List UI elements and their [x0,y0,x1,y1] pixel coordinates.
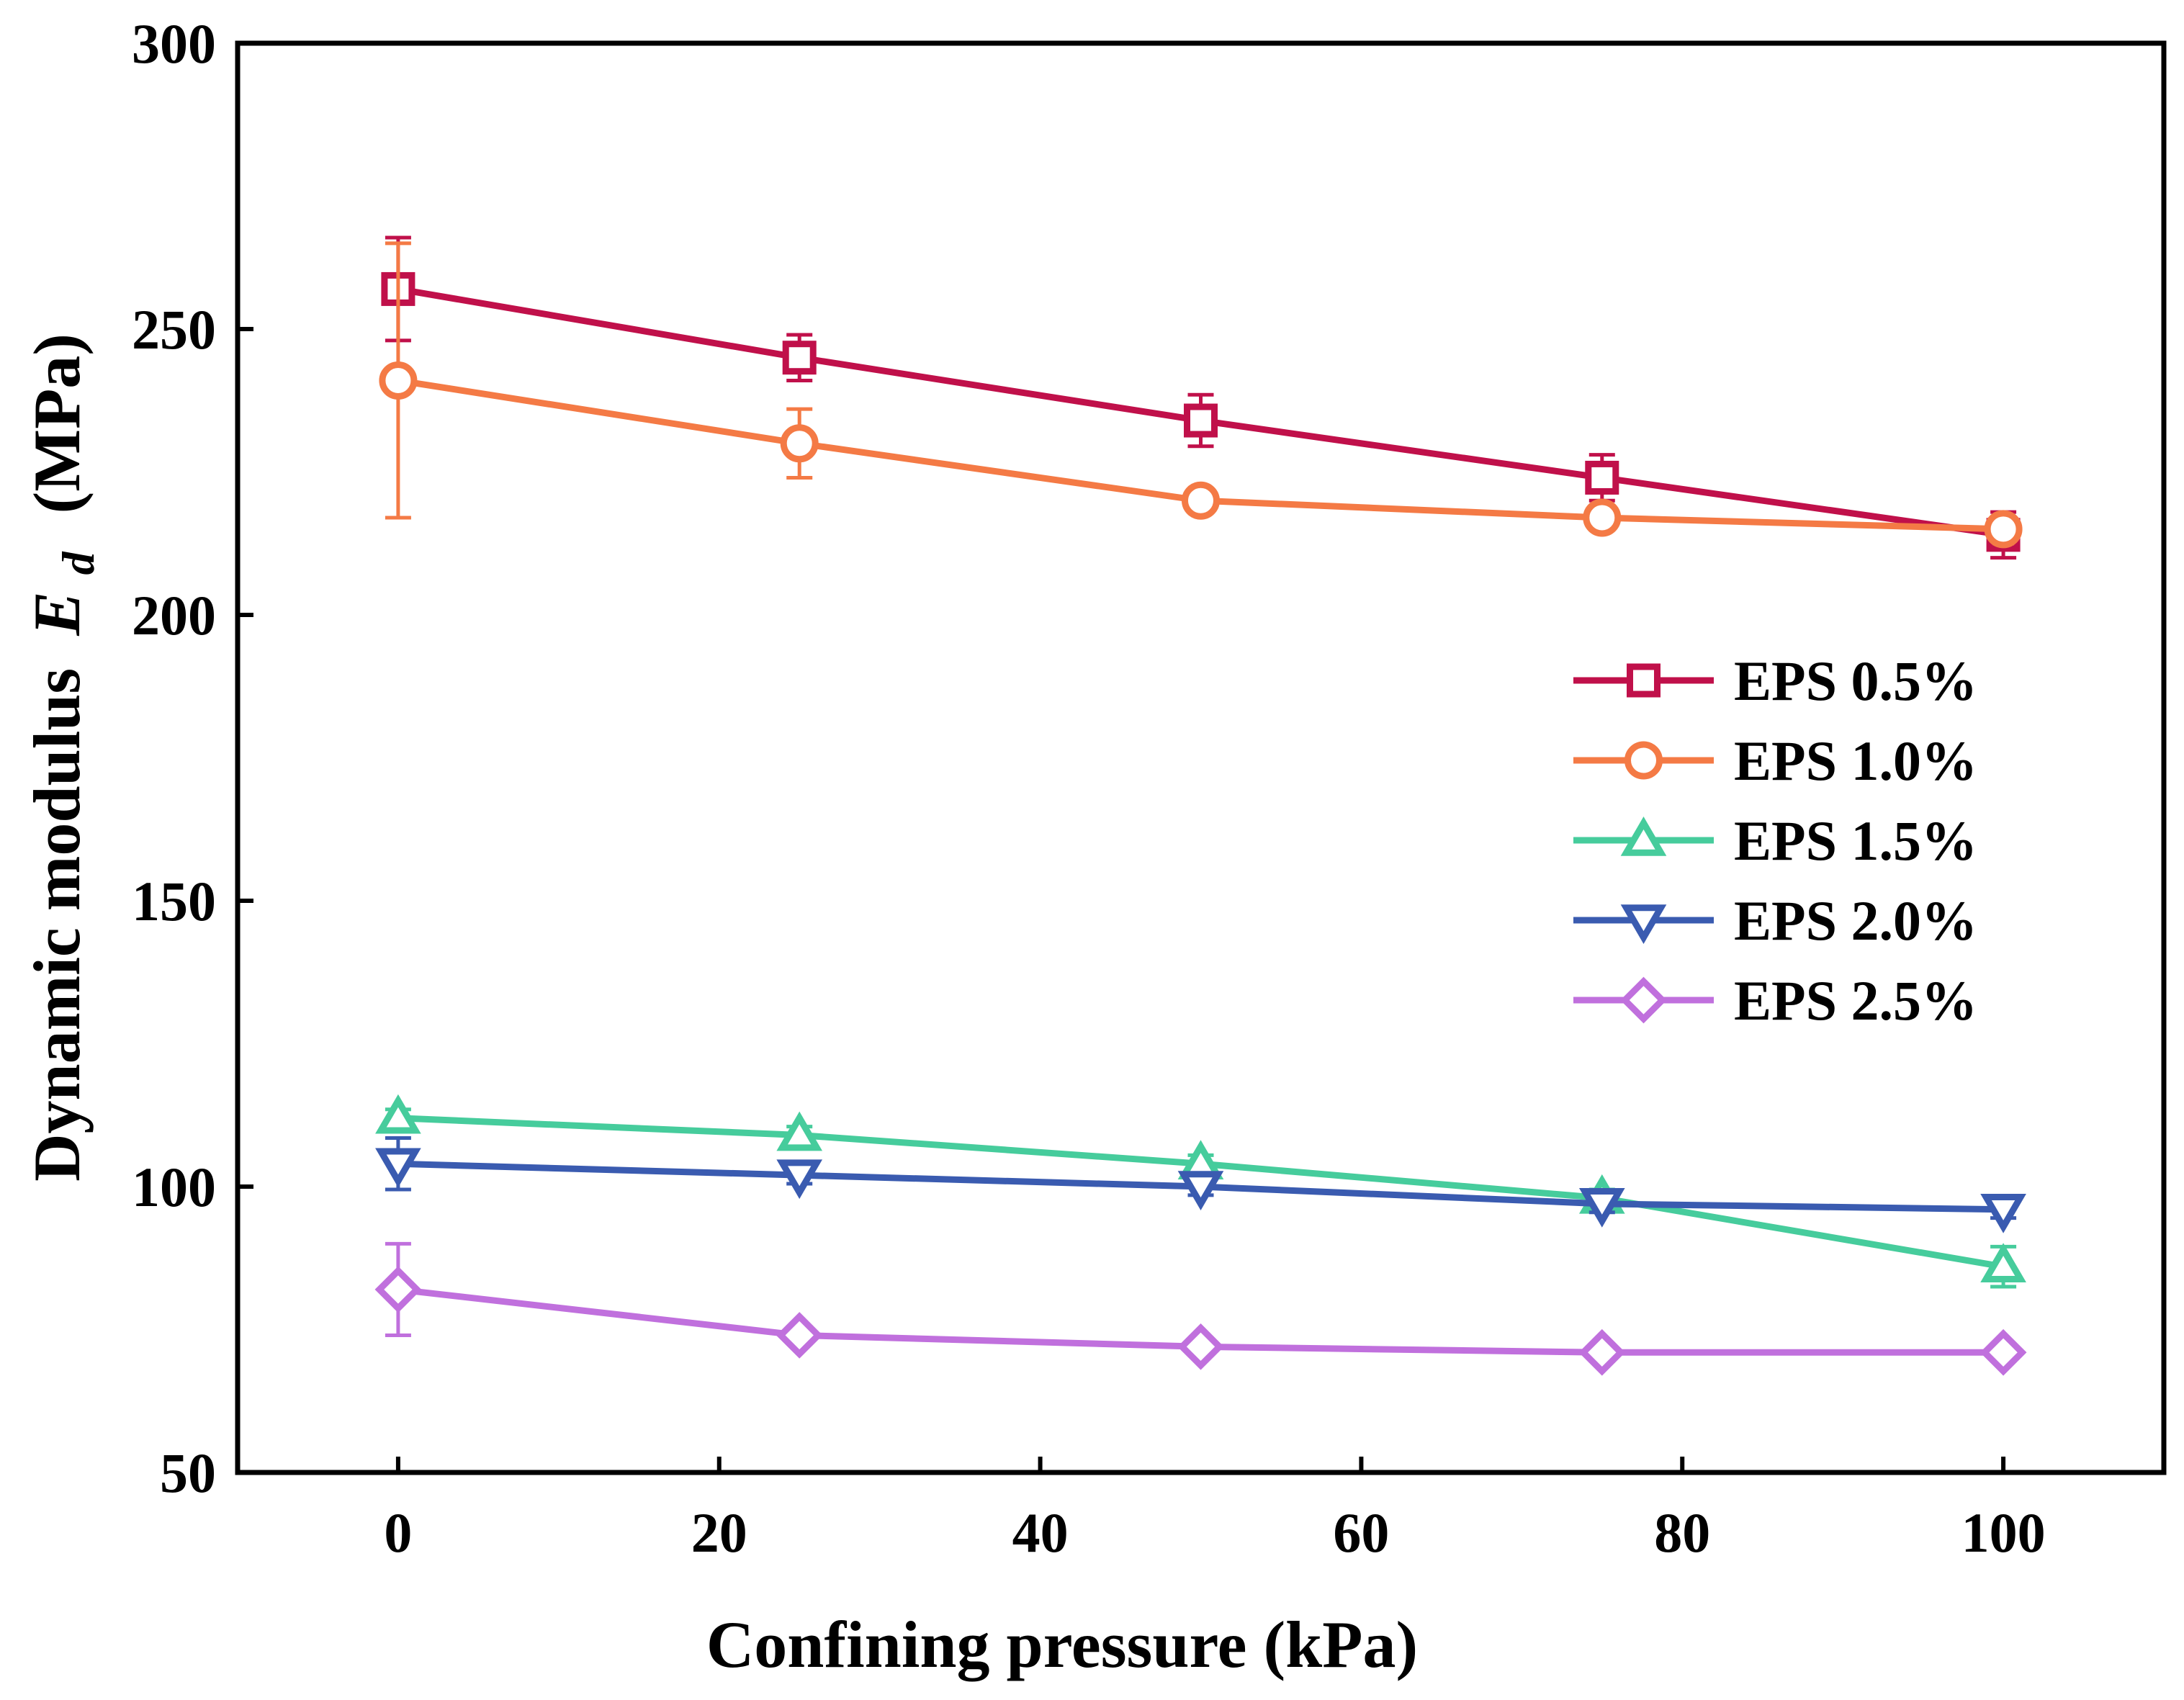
x-tick-label: 0 [384,1501,412,1564]
y-tick-label: 200 [132,584,216,647]
y-axis-label-unit: (MPa) [20,333,94,513]
legend-marker [1620,976,1667,1024]
y-tick-label: 250 [132,298,216,361]
x-tick-label: 20 [691,1501,747,1564]
data-point [782,341,817,375]
data-point [776,1111,823,1151]
y-axis-label: Dynamic modulus E d (MPa) [20,333,108,1182]
data-point [379,361,418,400]
legend-label: EPS 0.5% [1734,649,1977,712]
data-point [374,1266,422,1313]
data-point [1177,1171,1224,1210]
series-4 [375,1136,2026,1233]
plot-frame [235,40,2167,1475]
data-point [776,1312,823,1359]
y-axis-label-main: Dynamic modulus [20,668,94,1182]
y-tick-label: 100 [132,1156,216,1218]
y-tick-label: 50 [160,1442,216,1504]
legend-marker [1627,663,1661,698]
y-axis-label-subscript: d [53,551,104,575]
legend-item: EPS 1.0% [1573,729,1977,792]
data-point [776,1159,823,1200]
legend-item: EPS 0.5% [1573,649,1977,712]
series-layer [374,235,2027,1376]
y-axis-label-symbol: E [20,591,94,636]
legend-label: EPS 2.0% [1734,889,1977,952]
y-tick-label: 300 [132,12,216,75]
legend-item: EPS 2.0% [1573,889,1977,952]
data-point [1980,1243,2026,1282]
legend: EPS 0.5% EPS 1.0% EPS 1.5% EPS 2.0% EPS 2.5% [1573,649,1977,1032]
data-point [1578,1188,1625,1228]
legend-item: EPS 2.5% [1573,969,1977,1032]
data-point [1184,403,1218,438]
legend-marker [1620,904,1667,944]
legend-marker [1624,741,1663,780]
data-point [1984,510,2023,549]
legend-label: EPS 1.5% [1734,809,1977,872]
x-tick-label: 80 [1654,1501,1710,1564]
data-point [1585,460,1619,495]
x-tick-label: 100 [1961,1501,2046,1564]
legend-item: EPS 1.5% [1573,809,1977,872]
data-point [1980,1193,2026,1233]
data-point [1182,481,1220,520]
data-point [1177,1323,1224,1370]
x-axis-label: Confining pressure (kPa) [706,1608,1418,1681]
data-point [375,1094,421,1134]
series-5 [374,1241,2027,1376]
series-2 [379,241,2023,549]
legend-label: EPS 1.0% [1734,729,1977,792]
data-point [1583,498,1622,537]
x-tick-label: 40 [1012,1501,1069,1564]
data-point [1979,1328,2027,1376]
data-point [780,424,819,463]
x-tick-label: 60 [1333,1501,1389,1564]
data-point [375,1148,421,1188]
legend-label: EPS 2.5% [1734,969,1977,1032]
data-point [1578,1328,1626,1376]
tick-layer: 0 20 40 60 80 100 50 100 150 200 250 300 [132,12,2046,1564]
y-tick-label: 150 [132,870,216,932]
legend-marker [1620,817,1667,856]
